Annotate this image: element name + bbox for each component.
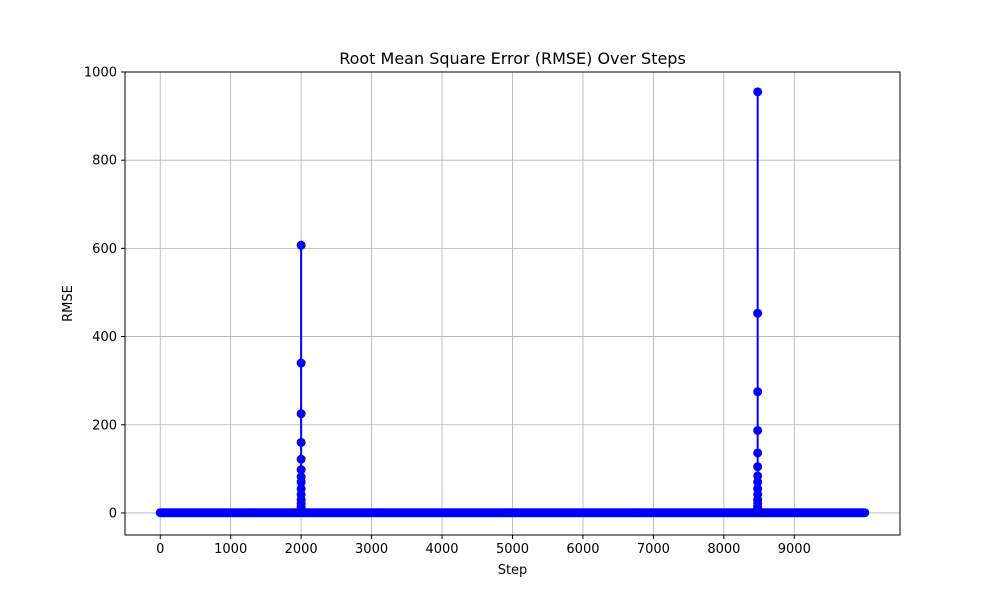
chart-title: Root Mean Square Error (RMSE) Over Steps [339,49,686,68]
data-point [753,471,763,481]
y-tick-label: 200 [92,418,117,433]
data-point [296,409,306,419]
data-point [296,484,306,494]
y-tick-label: 1000 [84,66,117,81]
data-point [296,454,306,464]
y-tick-label: 400 [92,330,117,345]
y-tick-label: 800 [92,154,117,169]
data-point [753,484,763,494]
data-point [753,448,763,458]
tick-layer: 0 1000 2000 3000 4000 5000 6000 7000 8000 9000 0 20… [84,66,811,558]
y-tick-label: 600 [92,242,117,257]
x-tick-label: 1000 [214,542,247,557]
x-tick-label: 5000 [496,542,529,557]
data-point [296,358,306,368]
data-point [753,387,763,397]
data-point [296,465,306,475]
data-point [753,308,763,318]
data-point [296,240,306,250]
data-point [753,87,763,97]
data-point [296,437,306,447]
x-tick-label: 2000 [285,542,318,557]
x-axis-label: Step [498,563,528,578]
data-point [296,472,306,482]
x-tick-label: 7000 [637,542,670,557]
series-layer [155,87,870,518]
x-tick-label: 6000 [566,542,599,557]
x-tick-label: 9000 [778,542,811,557]
y-axis-label: RMSE [61,285,76,322]
x-tick-label: 3000 [355,542,388,557]
x-tick-label: 8000 [707,542,740,557]
data-point [860,508,870,518]
data-point [753,477,763,487]
x-tick-label: 4000 [425,542,458,557]
data-point [753,462,763,472]
data-point [753,425,763,435]
x-tick-label: 0 [156,542,164,557]
y-tick-label: 0 [109,506,117,521]
